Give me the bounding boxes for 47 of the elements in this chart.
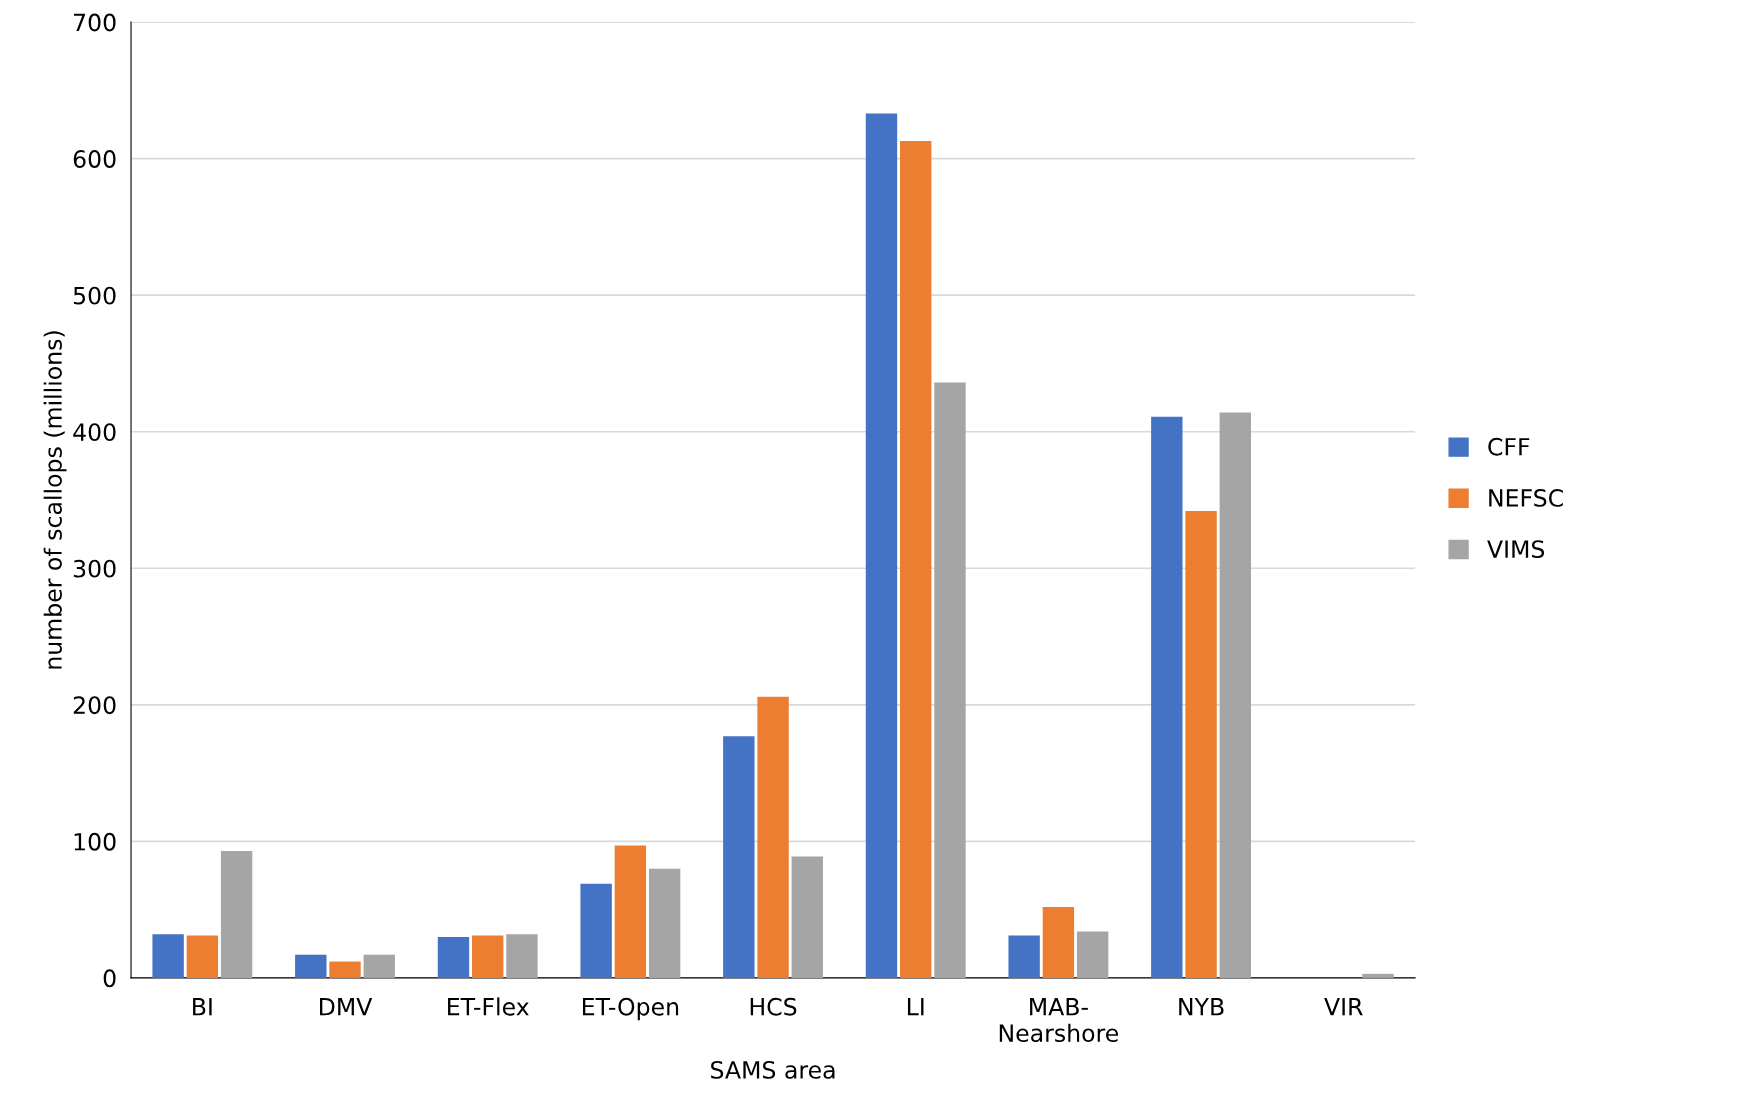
bar (614, 845, 647, 978)
bar (865, 113, 898, 978)
x-axis-title: SAMS area (711, 1060, 835, 1079)
y-tick-label: 600 (73, 150, 116, 168)
y-tick-label: 0 (103, 969, 116, 988)
legend-label: NEFSC (1489, 489, 1563, 507)
x-tick-label: MAB- Nearshore (999, 998, 1119, 1043)
bar (363, 954, 395, 978)
bar (1219, 412, 1251, 978)
legend-label: CFF (1488, 437, 1530, 456)
bar (648, 868, 681, 978)
x-tick-label: HCS (750, 997, 797, 1016)
y-tick-label: 400 (73, 423, 116, 442)
bar (900, 140, 932, 978)
bar (1076, 931, 1109, 978)
x-tick-label: DMV (320, 998, 373, 1016)
bar (1042, 906, 1075, 978)
x-tick-label: NYB (1179, 998, 1224, 1016)
x-tick-label: BI (193, 998, 212, 1016)
y-tick-label: 500 (73, 286, 116, 305)
y-tick-label: 200 (73, 696, 116, 715)
x-tick-label: ET-Open (582, 997, 679, 1021)
bar (329, 961, 361, 978)
bar (723, 736, 755, 978)
y-tick-label: 100 (74, 832, 116, 851)
bar (152, 934, 184, 978)
bar (506, 934, 538, 978)
y-tick-label: 300 (73, 559, 116, 578)
bar (295, 954, 327, 978)
y-axis-title: number of scallops (millions) (43, 331, 67, 669)
bar (186, 935, 219, 978)
bar (220, 850, 253, 978)
bar (472, 935, 504, 978)
legend-label: VIMS (1487, 540, 1545, 559)
x-tick-label: LI (907, 998, 924, 1016)
bar (1185, 510, 1217, 978)
bar (1151, 416, 1183, 978)
x-tick-label: ET-Flex (448, 997, 529, 1016)
bar (1362, 973, 1394, 978)
bar (580, 883, 612, 978)
bar (437, 936, 470, 978)
bar (934, 382, 966, 978)
y-tick-label: 700 (74, 13, 116, 32)
bar (791, 856, 823, 978)
x-tick-label: VIR (1324, 998, 1363, 1016)
bar (1008, 935, 1040, 978)
bar (757, 696, 789, 978)
